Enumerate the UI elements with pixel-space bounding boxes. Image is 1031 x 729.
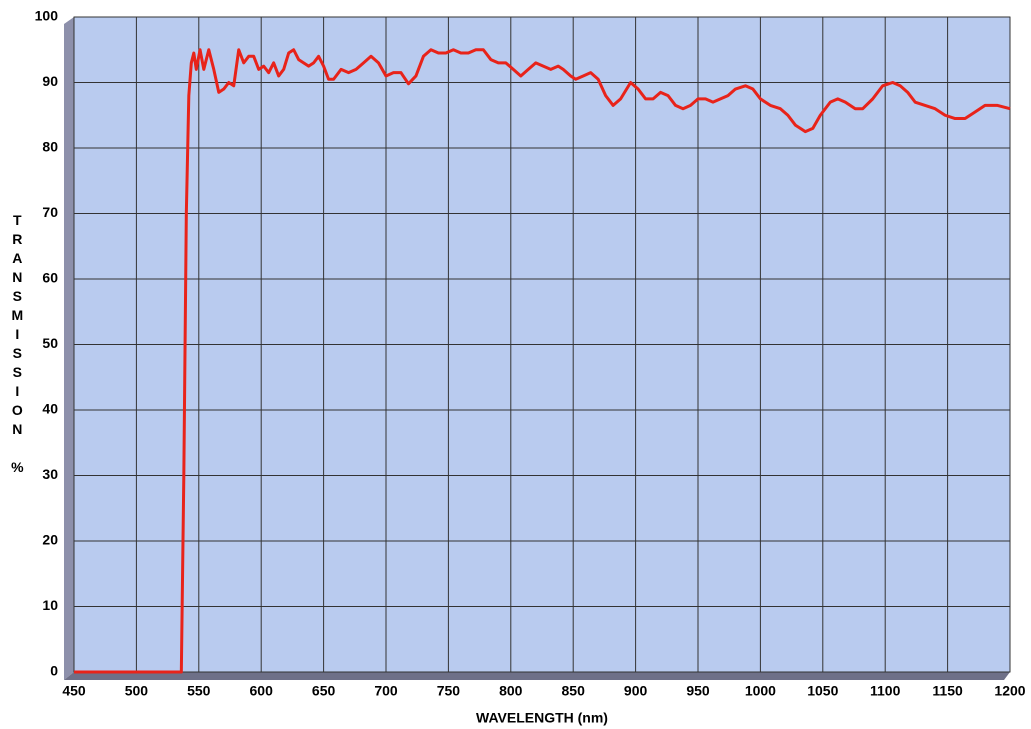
y-tick-label: 40 [42, 401, 58, 417]
y-tick-label: 20 [42, 532, 58, 548]
x-tick-label: 1200 [994, 683, 1025, 699]
x-tick-label: 1050 [807, 683, 838, 699]
x-tick-label: 800 [499, 683, 523, 699]
y-tick-label: 60 [42, 270, 58, 286]
x-tick-label: 1100 [870, 683, 901, 699]
transmission-line [74, 48, 1011, 674]
y-axis-title: TRANSMISSION % [9, 212, 25, 478]
y-tick-label: 50 [42, 335, 58, 351]
x-tick-label: 750 [437, 683, 461, 699]
y-tick-label: 100 [35, 8, 59, 24]
x-tick-label: 600 [250, 683, 274, 699]
frame-bevel-bottom [64, 672, 1010, 680]
x-tick-label: 850 [562, 683, 586, 699]
x-tick-label: 450 [62, 683, 86, 699]
x-tick-label: 500 [125, 683, 149, 699]
x-tick-label: 950 [686, 683, 710, 699]
y-tick-label: 0 [50, 663, 58, 679]
x-tick-label: 1000 [745, 683, 776, 699]
x-tick-label: 700 [374, 683, 398, 699]
y-tick-label: 30 [42, 466, 58, 482]
y-tick-label: 70 [42, 204, 58, 220]
x-tick-label: 1150 [932, 683, 963, 699]
x-tick-label: 900 [624, 683, 648, 699]
y-tick-label: 90 [42, 73, 58, 89]
y-tick-label: 10 [42, 597, 58, 613]
x-tick-label: 650 [312, 683, 336, 699]
x-tick-label: 550 [187, 683, 211, 699]
x-axis-title: WAVELENGTH (nm) [476, 710, 608, 726]
y-tick-label: 80 [42, 139, 58, 155]
frame-bevel-left [64, 17, 74, 680]
